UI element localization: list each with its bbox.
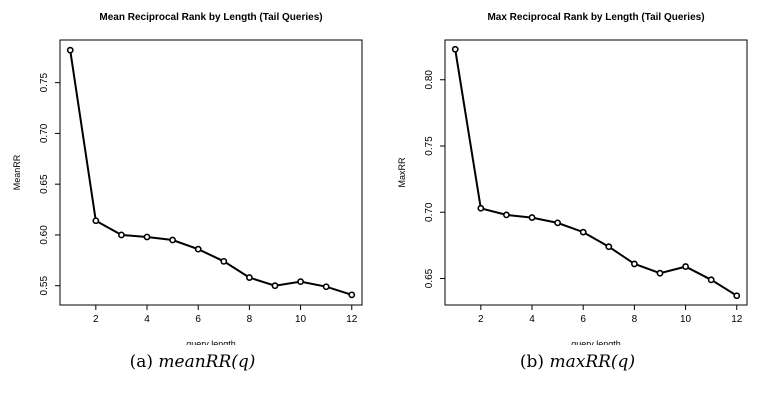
x-tick-label: 2 [478,314,484,325]
data-point [169,236,177,244]
data-point [271,282,279,290]
data-point [707,276,715,284]
data-point [322,283,330,291]
data-point [503,211,510,219]
data-point [194,245,202,253]
plot-frame [59,39,363,306]
y-tick-label: 0.70 [424,202,435,222]
x-tick-label: 2 [93,314,99,325]
data-point [630,260,638,268]
y-tick-label: 0.80 [424,70,435,90]
data-point [579,228,587,236]
y-tick-label: 0.55 [39,276,50,296]
left-figure: Mean Reciprocal Rank by Length (Tail Que… [0,12,385,372]
max-rr-chart: Max Reciprocal Rank by Length (Tail Quer… [397,12,748,345]
x-tick-label: 6 [195,314,201,325]
y-tick-label: 0.65 [39,174,50,194]
x-axis-label: query length [571,339,621,345]
data-point [554,219,562,227]
data-point [118,231,125,239]
x-tick-label: 12 [731,314,743,325]
x-tick-label: 8 [632,314,638,325]
x-tick-label: 12 [346,314,358,325]
y-tick-label: 0.75 [39,72,50,92]
x-tick-label: 10 [680,314,692,325]
data-point [733,292,741,300]
caption-a-prefix: (a) [129,352,159,372]
data-point [528,214,536,221]
data-point [220,257,228,265]
mean-rr-chart: Mean Reciprocal Rank by Length (Tail Que… [12,12,363,345]
x-tick-label: 8 [247,314,253,325]
data-point [477,204,485,212]
caption-b: (b) maxRR(q) [385,352,770,372]
x-tick-label: 6 [580,314,586,325]
data-point [245,274,253,281]
data-point [143,233,151,241]
series-line [454,49,738,297]
x-axis-label: query length [186,339,236,345]
x-tick-label: 10 [295,314,307,325]
caption-b-math: maxRR(q) [549,352,636,372]
data-point [297,278,304,286]
data-point [66,46,74,54]
chart-title: Max Reciprocal Rank by Length (Tail Quer… [487,12,704,23]
data-point [348,291,356,299]
y-tick-label: 0.70 [39,123,50,143]
caption-a-math: meanRR(q) [158,352,256,372]
x-tick-label: 4 [529,314,535,325]
data-point [682,263,689,270]
y-tick-label: 0.60 [39,225,50,245]
y-axis-label: MaxRR [397,157,407,188]
plot-frame [444,39,748,306]
y-tick-label: 0.75 [424,136,435,156]
caption-a: (a) meanRR(q) [0,352,385,372]
data-point [92,217,100,225]
caption-b-prefix: (b) [519,352,550,372]
data-point [451,45,459,53]
right-figure: Max Reciprocal Rank by Length (Tail Quer… [385,0,770,400]
x-tick-label: 4 [144,314,150,325]
data-point [605,243,613,251]
y-axis-label: MeanRR [12,154,22,190]
series-line [69,50,353,296]
y-tick-label: 0.65 [424,268,435,288]
chart-title: Mean Reciprocal Rank by Length (Tail Que… [99,12,322,23]
data-point [656,269,664,277]
